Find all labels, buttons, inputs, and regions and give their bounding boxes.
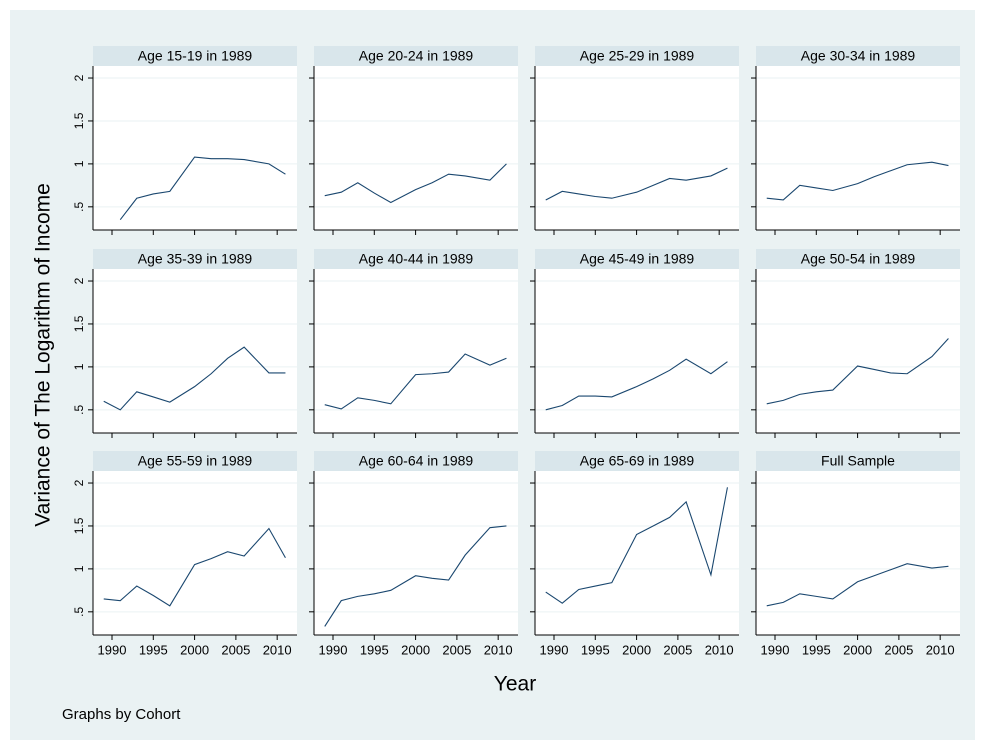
y-tick-label: 2	[72, 479, 86, 486]
panel-title: Age 35-39 in 1989	[138, 251, 253, 267]
series-line	[545, 487, 728, 604]
series-line	[324, 525, 507, 627]
panel-title: Age 15-19 in 1989	[138, 48, 253, 64]
panel-title: Age 60-64 in 1989	[359, 453, 474, 469]
plot-area	[535, 471, 739, 635]
plot-area	[93, 471, 297, 635]
plot-area	[535, 66, 739, 230]
y-tick-label: 1	[72, 160, 86, 167]
panel-header	[314, 46, 518, 66]
x-tick-label: 2005	[663, 642, 692, 657]
note: Graphs by Cohort	[62, 706, 181, 723]
y-tick-label: .5	[72, 201, 86, 211]
panel-header	[93, 249, 297, 269]
plot-area	[314, 66, 518, 230]
x-tick-label: 2005	[221, 642, 250, 657]
series-line	[119, 156, 286, 221]
panel-header	[756, 46, 960, 66]
x-tick-label: 1990	[319, 642, 348, 657]
plot-area	[314, 471, 518, 635]
panel-title: Full Sample	[821, 453, 895, 469]
y-tick-label: .5	[72, 606, 86, 616]
series-line	[766, 338, 949, 405]
panel-title: Age 55-59 in 1989	[138, 453, 253, 469]
x-tick-label: 2010	[705, 642, 734, 657]
plot-area	[93, 66, 297, 230]
panel-title: Age 25-29 in 1989	[580, 48, 695, 64]
x-tick-label: 2000	[843, 642, 872, 657]
panel-title: Age 20-24 in 1989	[359, 48, 474, 64]
panel-title: Age 65-69 in 1989	[580, 453, 695, 469]
x-tick-label: 1990	[761, 642, 790, 657]
x-tick-label: 1995	[139, 642, 168, 657]
x-tick-label: 2000	[180, 642, 209, 657]
y-tick-label: 1	[72, 565, 86, 572]
y-axis-title: Variance of The Logarithm of Income	[32, 183, 55, 527]
y-tick-label: 1.5	[72, 517, 86, 534]
plot-area	[314, 269, 518, 433]
panel-title: Age 50-54 in 1989	[801, 251, 916, 267]
panel-title: Age 40-44 in 1989	[359, 251, 474, 267]
x-tick-label: 1990	[98, 642, 127, 657]
series-line	[766, 161, 949, 201]
x-tick-label: 1990	[540, 642, 569, 657]
plot-area	[756, 471, 960, 635]
x-tick-label: 2010	[263, 642, 292, 657]
panel-header	[93, 46, 297, 66]
plot-area	[93, 269, 297, 433]
panel-header	[756, 451, 960, 471]
series-line	[103, 527, 286, 607]
y-tick-label: 2	[72, 277, 86, 284]
series-line	[545, 358, 728, 411]
plot-area	[535, 269, 739, 433]
series-line	[766, 563, 949, 607]
x-tick-label: 2005	[884, 642, 913, 657]
panel-header	[535, 451, 739, 471]
x-tick-label: 1995	[581, 642, 610, 657]
y-tick-label: .5	[72, 404, 86, 414]
series-line	[103, 346, 286, 411]
x-axis-title: Year	[494, 673, 536, 696]
y-tick-label: 2	[72, 74, 86, 81]
x-tick-label: 2010	[926, 642, 955, 657]
series-line	[324, 353, 507, 410]
y-tick-label: 1	[72, 363, 86, 370]
x-tick-label: 2000	[622, 642, 651, 657]
x-tick-label: 1995	[802, 642, 831, 657]
x-tick-label: 1995	[360, 642, 389, 657]
panel-title: Age 45-49 in 1989	[580, 251, 695, 267]
panel-header	[756, 249, 960, 269]
x-tick-label: 2000	[401, 642, 430, 657]
x-tick-label: 2010	[484, 642, 513, 657]
plot-area	[756, 269, 960, 433]
y-tick-label: 1.5	[72, 315, 86, 332]
panel-header	[314, 451, 518, 471]
series-line	[324, 163, 507, 204]
series-line	[545, 167, 728, 201]
panel-header	[535, 46, 739, 66]
panel-title: Age 30-34 in 1989	[801, 48, 916, 64]
panel-header	[535, 249, 739, 269]
y-tick-label: 1.5	[72, 112, 86, 129]
plot-area	[756, 66, 960, 230]
x-tick-label: 2005	[442, 642, 471, 657]
panel-header	[93, 451, 297, 471]
panel-header	[314, 249, 518, 269]
